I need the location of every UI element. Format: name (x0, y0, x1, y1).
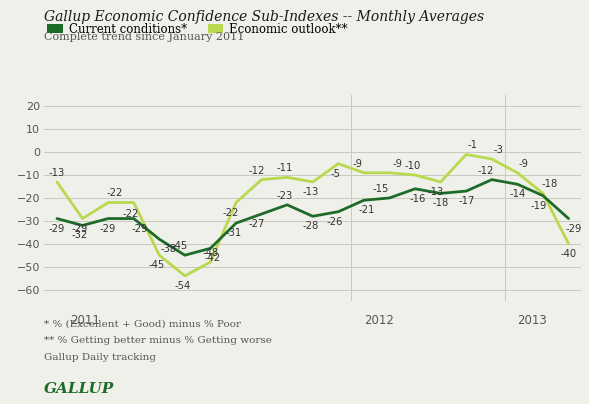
Text: -22: -22 (223, 208, 239, 218)
Text: -3: -3 (493, 145, 503, 155)
Text: -1: -1 (468, 140, 478, 150)
Text: -9: -9 (392, 159, 402, 168)
Text: -31: -31 (226, 228, 241, 238)
Text: -9: -9 (353, 159, 362, 168)
Text: -19: -19 (531, 201, 547, 211)
Text: -28: -28 (302, 221, 318, 231)
Text: -13: -13 (428, 187, 444, 197)
Text: -18: -18 (432, 198, 449, 208)
Text: -10: -10 (405, 161, 421, 171)
Text: -15: -15 (372, 184, 389, 194)
Text: -18: -18 (541, 179, 558, 189)
Text: -29: -29 (72, 223, 88, 234)
Text: -26: -26 (326, 217, 343, 227)
Text: -22: -22 (107, 188, 123, 198)
Text: -14: -14 (509, 189, 525, 199)
Text: -42: -42 (205, 253, 221, 263)
Text: Gallup Daily tracking: Gallup Daily tracking (44, 353, 156, 362)
Text: -27: -27 (249, 219, 264, 229)
Text: * % (Excellent + Good) minus % Poor: * % (Excellent + Good) minus % Poor (44, 319, 241, 328)
Text: -40: -40 (561, 249, 577, 259)
Text: 2012: 2012 (364, 314, 394, 326)
Text: -29: -29 (565, 223, 582, 234)
Text: Complete trend since January 2011: Complete trend since January 2011 (44, 32, 244, 42)
Text: -22: -22 (123, 209, 140, 219)
Text: -54: -54 (174, 281, 190, 291)
Text: -23: -23 (276, 191, 293, 201)
Text: -12: -12 (249, 166, 264, 175)
Text: -38: -38 (160, 244, 176, 254)
Text: -9: -9 (519, 159, 529, 168)
Text: -16: -16 (409, 194, 426, 204)
Text: -12: -12 (477, 166, 494, 175)
Text: -45: -45 (148, 260, 165, 270)
Text: -45: -45 (171, 241, 188, 251)
Text: -21: -21 (358, 205, 375, 215)
Text: 2011: 2011 (70, 314, 100, 326)
Text: -29: -29 (49, 223, 65, 234)
Text: -13: -13 (49, 168, 65, 178)
Text: ** % Getting better minus % Getting worse: ** % Getting better minus % Getting wors… (44, 336, 272, 345)
Text: -48: -48 (203, 248, 219, 258)
Text: -11: -11 (276, 163, 293, 173)
Text: 2013: 2013 (517, 314, 547, 326)
Text: -32: -32 (72, 230, 88, 240)
Text: GALLUP: GALLUP (44, 382, 114, 396)
Legend: Current conditions*, Economic outlook**: Current conditions*, Economic outlook** (47, 23, 348, 36)
Text: Gallup Economic Confidence Sub-Indexes -- Monthly Averages: Gallup Economic Confidence Sub-Indexes -… (44, 10, 484, 24)
Text: -29: -29 (132, 223, 148, 234)
Text: -17: -17 (458, 196, 474, 206)
Text: -13: -13 (302, 187, 318, 197)
Text: -29: -29 (100, 223, 116, 234)
Text: -5: -5 (331, 168, 341, 179)
